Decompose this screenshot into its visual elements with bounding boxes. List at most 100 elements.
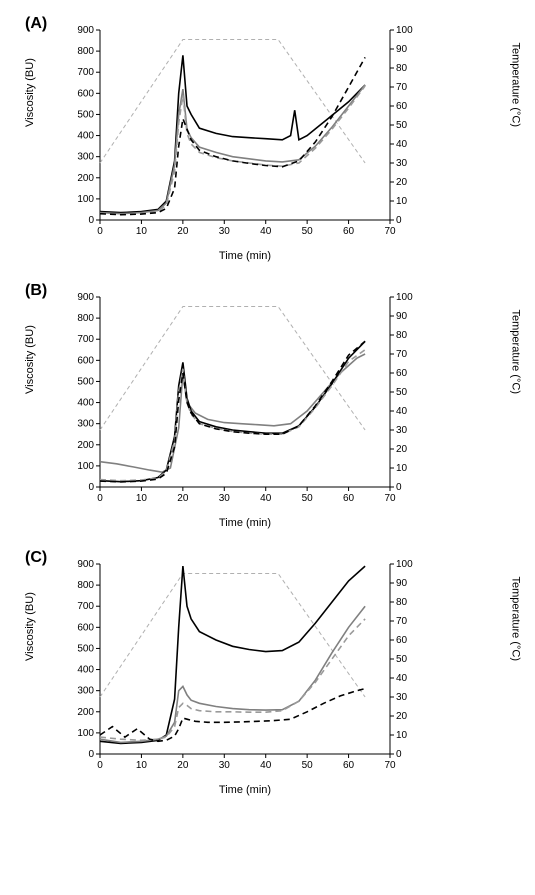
svg-text:40: 40 bbox=[396, 673, 408, 684]
svg-text:20: 20 bbox=[396, 444, 408, 455]
svg-text:500: 500 bbox=[77, 109, 94, 120]
svg-text:30: 30 bbox=[396, 692, 408, 703]
y-right-axis-label: Temperature (°C) bbox=[509, 43, 521, 127]
svg-text:10: 10 bbox=[136, 760, 148, 771]
chart-C: 0102030405060700100200300400500600700800… bbox=[55, 554, 435, 784]
svg-text:40: 40 bbox=[396, 139, 408, 150]
svg-text:20: 20 bbox=[177, 760, 189, 771]
svg-text:0: 0 bbox=[97, 493, 103, 504]
svg-text:600: 600 bbox=[77, 622, 94, 633]
svg-text:50: 50 bbox=[396, 654, 408, 665]
x-axis-label: Time (min) bbox=[55, 784, 435, 796]
svg-text:30: 30 bbox=[219, 493, 231, 504]
svg-text:60: 60 bbox=[343, 760, 355, 771]
svg-text:90: 90 bbox=[396, 44, 408, 55]
series-black_solid bbox=[100, 566, 365, 743]
svg-text:200: 200 bbox=[77, 707, 94, 718]
svg-text:30: 30 bbox=[396, 158, 408, 169]
svg-text:900: 900 bbox=[77, 25, 94, 36]
panel-A: (A)Viscosity (BU)Temperature (°C)0102030… bbox=[30, 20, 505, 262]
chart-A: 0102030405060700100200300400500600700800… bbox=[55, 20, 435, 250]
svg-text:30: 30 bbox=[219, 760, 231, 771]
svg-text:60: 60 bbox=[343, 493, 355, 504]
series-grey_dashed bbox=[100, 350, 365, 481]
svg-text:20: 20 bbox=[177, 493, 189, 504]
svg-text:20: 20 bbox=[396, 711, 408, 722]
y-right-axis-label: Temperature (°C) bbox=[509, 577, 521, 661]
panel-B: (B)Viscosity (BU)Temperature (°C)0102030… bbox=[30, 287, 505, 529]
svg-text:40: 40 bbox=[260, 226, 272, 237]
panel-label: (C) bbox=[25, 549, 47, 567]
series-black_dashed bbox=[100, 689, 365, 742]
series-grey_solid bbox=[100, 606, 365, 742]
svg-text:700: 700 bbox=[77, 67, 94, 78]
svg-text:60: 60 bbox=[396, 368, 408, 379]
svg-text:0: 0 bbox=[396, 482, 402, 493]
svg-text:100: 100 bbox=[396, 25, 413, 36]
svg-text:800: 800 bbox=[77, 313, 94, 324]
svg-text:10: 10 bbox=[136, 226, 148, 237]
series-black_dashed bbox=[100, 341, 365, 482]
svg-text:50: 50 bbox=[302, 760, 314, 771]
svg-text:100: 100 bbox=[77, 728, 94, 739]
svg-text:800: 800 bbox=[77, 580, 94, 591]
svg-text:70: 70 bbox=[384, 760, 396, 771]
svg-text:50: 50 bbox=[302, 493, 314, 504]
svg-text:10: 10 bbox=[396, 463, 408, 474]
svg-text:60: 60 bbox=[343, 226, 355, 237]
svg-text:10: 10 bbox=[396, 730, 408, 741]
svg-text:0: 0 bbox=[88, 215, 94, 226]
panel-label: (B) bbox=[25, 282, 47, 300]
svg-text:40: 40 bbox=[260, 760, 272, 771]
svg-text:30: 30 bbox=[219, 226, 231, 237]
svg-text:70: 70 bbox=[396, 349, 408, 360]
svg-text:90: 90 bbox=[396, 578, 408, 589]
svg-text:200: 200 bbox=[77, 173, 94, 184]
y-left-axis-label: Viscosity (BU) bbox=[24, 325, 36, 394]
svg-text:80: 80 bbox=[396, 330, 408, 341]
svg-text:60: 60 bbox=[396, 635, 408, 646]
svg-text:500: 500 bbox=[77, 643, 94, 654]
svg-text:400: 400 bbox=[77, 665, 94, 676]
y-right-axis-label: Temperature (°C) bbox=[509, 310, 521, 394]
svg-text:0: 0 bbox=[396, 215, 402, 226]
svg-text:70: 70 bbox=[396, 616, 408, 627]
svg-text:300: 300 bbox=[77, 686, 94, 697]
y-left-axis-label: Viscosity (BU) bbox=[24, 592, 36, 661]
figure-container: (A) Viscosity (BU) Temperature (°C) 0 10 20 30… bbox=[0, 0, 535, 841]
svg-text:80: 80 bbox=[396, 597, 408, 608]
chart-B: 0102030405060700100200300400500600700800… bbox=[55, 287, 435, 517]
svg-text:40: 40 bbox=[260, 493, 272, 504]
series-grey_solid bbox=[100, 354, 365, 472]
svg-text:30: 30 bbox=[396, 425, 408, 436]
series-black_solid bbox=[100, 341, 365, 481]
svg-text:0: 0 bbox=[88, 749, 94, 760]
x-axis-label: Time (min) bbox=[55, 250, 435, 262]
svg-text:70: 70 bbox=[396, 82, 408, 93]
svg-text:100: 100 bbox=[77, 461, 94, 472]
panel-C: (C)Viscosity (BU)Temperature (°C)0102030… bbox=[30, 554, 505, 796]
svg-text:100: 100 bbox=[396, 292, 413, 303]
svg-text:50: 50 bbox=[396, 120, 408, 131]
svg-text:900: 900 bbox=[77, 292, 94, 303]
svg-text:900: 900 bbox=[77, 559, 94, 570]
svg-text:600: 600 bbox=[77, 355, 94, 366]
svg-text:50: 50 bbox=[302, 226, 314, 237]
svg-text:20: 20 bbox=[396, 177, 408, 188]
svg-text:0: 0 bbox=[88, 482, 94, 493]
panel-label: (A) bbox=[25, 15, 47, 33]
svg-text:500: 500 bbox=[77, 376, 94, 387]
svg-text:70: 70 bbox=[384, 493, 396, 504]
svg-text:100: 100 bbox=[77, 194, 94, 205]
svg-text:300: 300 bbox=[77, 419, 94, 430]
svg-text:100: 100 bbox=[396, 559, 413, 570]
svg-text:0: 0 bbox=[97, 760, 103, 771]
y-left-axis-label: Viscosity (BU) bbox=[24, 58, 36, 127]
svg-text:700: 700 bbox=[77, 601, 94, 612]
svg-text:90: 90 bbox=[396, 311, 408, 322]
svg-text:40: 40 bbox=[396, 406, 408, 417]
svg-text:20: 20 bbox=[177, 226, 189, 237]
svg-text:10: 10 bbox=[136, 493, 148, 504]
svg-text:50: 50 bbox=[396, 387, 408, 398]
svg-text:0: 0 bbox=[396, 749, 402, 760]
